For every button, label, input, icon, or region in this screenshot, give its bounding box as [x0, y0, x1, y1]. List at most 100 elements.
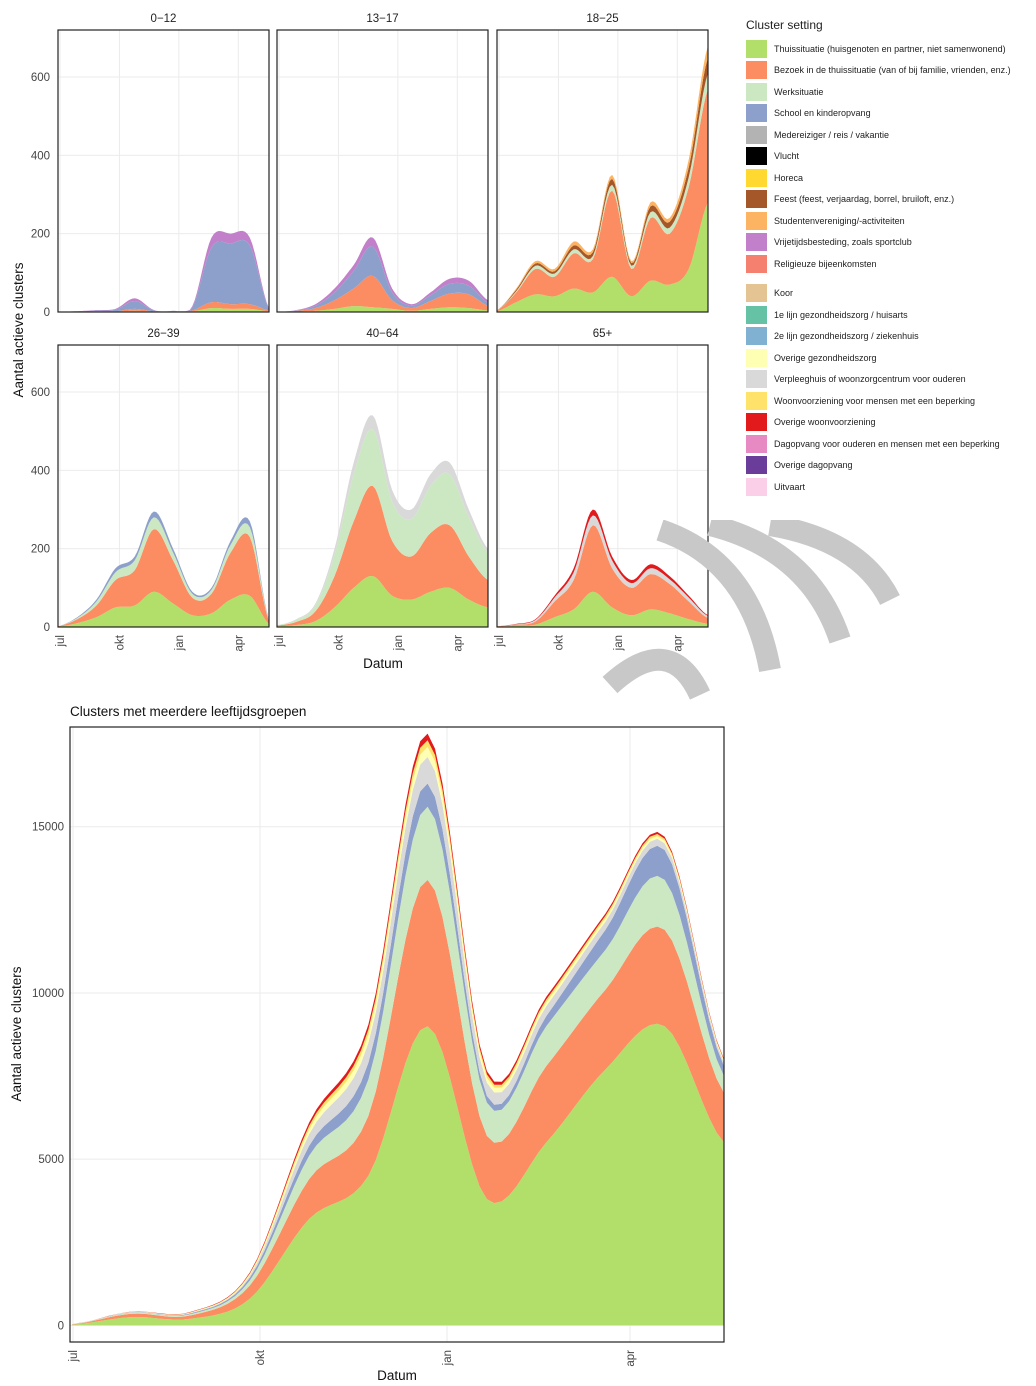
legend-item: Feest (feest, verjaardag, borrel, bruilo…: [746, 189, 1036, 211]
legend-label: Verpleeghuis of woonzorgcentrum voor oud…: [774, 374, 966, 385]
legend-swatch: [746, 254, 767, 273]
legend-item: School en kinderopvang: [746, 103, 1036, 125]
legend-label: Overige gezondheidszorg: [774, 352, 877, 363]
legend-label: Uitvaart: [774, 481, 806, 492]
legend-items: Thuissituatie (huisgenoten en partner, n…: [746, 38, 1036, 498]
y-tick-label: 400: [31, 465, 50, 477]
y-tick-label: 200: [31, 544, 50, 556]
x-tick-label: okt: [553, 634, 565, 650]
facet-4-series-0: [277, 576, 488, 627]
x-tick-label: jul: [55, 635, 67, 648]
legend-label: School en kinderopvang: [774, 108, 871, 119]
facet-title: 0−12: [151, 13, 177, 25]
watermark-arc-1: [602, 649, 710, 700]
legend-label: Studentenvereniging/-activiteiten: [774, 215, 905, 226]
y-tick-label: 0: [44, 622, 50, 634]
facet-y-axis-title: Aantal actieve clusters: [11, 262, 26, 397]
facet-1-series-0: [277, 306, 488, 312]
x-tick-label: apr: [233, 635, 245, 652]
y-tick-label: 0: [58, 1320, 64, 1332]
legend-item: Koor: [746, 283, 1036, 305]
x-tick-label: jul: [274, 635, 286, 648]
facet-border: [57, 29, 270, 313]
legend-item: Overige dagopvang: [746, 455, 1036, 477]
legend-swatch: [746, 413, 767, 432]
legend-label: Feest (feest, verjaardag, borrel, bruilo…: [774, 194, 955, 205]
combined-stack: [72, 733, 724, 1326]
y-tick-label: 600: [31, 72, 50, 84]
legend-item: Verpleeghuis of woonzorgcentrum voor oud…: [746, 369, 1036, 391]
legend-item: Werksituatie: [746, 81, 1036, 103]
legend-label: Thuissituatie (huisgenoten en partner, n…: [774, 43, 1006, 54]
y-tick-label: 400: [31, 150, 50, 162]
legend-item: Uitvaart: [746, 476, 1036, 498]
facet-title: 26−39: [147, 328, 179, 340]
legend-label: 1e lijn gezondheidszorg / huisarts: [774, 309, 908, 320]
facet-border: [57, 344, 270, 628]
legend-label: Religieuze bijeenkomsten: [774, 258, 877, 269]
legend-label: Werksituatie: [774, 86, 824, 97]
x-tick-label: apr: [672, 635, 684, 652]
facet-3-series-1: [58, 529, 269, 627]
facet-border: [276, 29, 489, 313]
facet-4-series-3: [277, 415, 488, 625]
legend-item: Thuissituatie (huisgenoten en partner, n…: [746, 38, 1036, 60]
combined-series-0: [72, 1023, 724, 1326]
watermark-arc-4: [768, 520, 900, 606]
legend-swatch: [746, 477, 767, 496]
facet-1-series-3: [277, 237, 488, 312]
x-tick-label: jan: [393, 635, 405, 651]
legend-swatch: [746, 391, 767, 410]
legend-label: Medereiziger / reis / vakantie: [774, 129, 890, 140]
facet-0-series-2: [58, 239, 269, 312]
combined-x-axis-title: Datum: [377, 1368, 417, 1383]
legend-label: Vrijetijdsbesteding, zoals sportclub: [774, 237, 912, 248]
legend-label: 2e lijn gezondheidszorg / ziekenhuis: [774, 331, 919, 342]
legend-label: Overige woonvoorziening: [774, 417, 876, 428]
y-tick-label: 5000: [38, 1154, 64, 1166]
facet-2-series-0: [497, 202, 708, 312]
legend-label: Horeca: [774, 172, 804, 183]
facet-grid: 0−12 13−17 18−25 26−39 40−64 65+: [57, 13, 709, 628]
legend-title: Cluster setting: [746, 18, 823, 32]
facet-5-series-3: [497, 509, 708, 627]
legend-label: Woonvoorziening voor mensen met een bepe…: [774, 395, 975, 406]
legend-swatch: [746, 348, 767, 367]
x-tick-label: jul: [494, 635, 506, 648]
facet-0-series-0: [58, 308, 269, 312]
legend-item: Vlucht: [746, 146, 1036, 168]
y-tick-label: 600: [31, 387, 50, 399]
x-tick-label: apr: [625, 1350, 637, 1367]
y-tick-label: 15000: [32, 822, 64, 834]
x-tick-label: apr: [452, 635, 464, 652]
legend-item: Horeca: [746, 167, 1036, 189]
combined-y-axis-title: Aantal actieve clusters: [9, 966, 24, 1101]
legend: Cluster setting Thuissituatie (huisgenot…: [746, 18, 1036, 498]
x-tick-label: okt: [333, 634, 345, 650]
facet-panel: 0−12: [57, 13, 270, 313]
facet-border: [496, 344, 709, 628]
legend-item: Overige gezondheidszorg: [746, 347, 1036, 369]
legend-label: Dagopvang voor ouderen en mensen met een…: [774, 438, 1000, 449]
facet-0-series-1: [58, 302, 269, 312]
facet-title: 18−25: [586, 13, 618, 25]
facet-3-series-2: [58, 517, 269, 627]
watermark-arc-3: [707, 520, 851, 644]
facet-3-series-0: [58, 591, 269, 627]
facet-panel: 40−64: [276, 328, 489, 628]
facet-2-series-1: [497, 88, 708, 312]
legend-label: Koor: [774, 288, 794, 299]
legend-swatch: [746, 305, 767, 324]
x-tick-label: jan: [613, 635, 625, 651]
legend-swatch: [746, 125, 767, 144]
watermark-arc-2: [656, 520, 781, 673]
watermark-logo: [602, 520, 900, 700]
facet-panel: 26−39: [57, 328, 270, 628]
facet-5-series-1: [497, 525, 708, 627]
legend-swatch: [746, 39, 767, 58]
legend-item: 1e lijn gezondheidszorg / huisarts: [746, 304, 1036, 326]
facet-4-series-2: [277, 429, 488, 626]
legend-swatch: [746, 61, 767, 80]
legend-item: Overige woonvoorziening: [746, 412, 1036, 434]
